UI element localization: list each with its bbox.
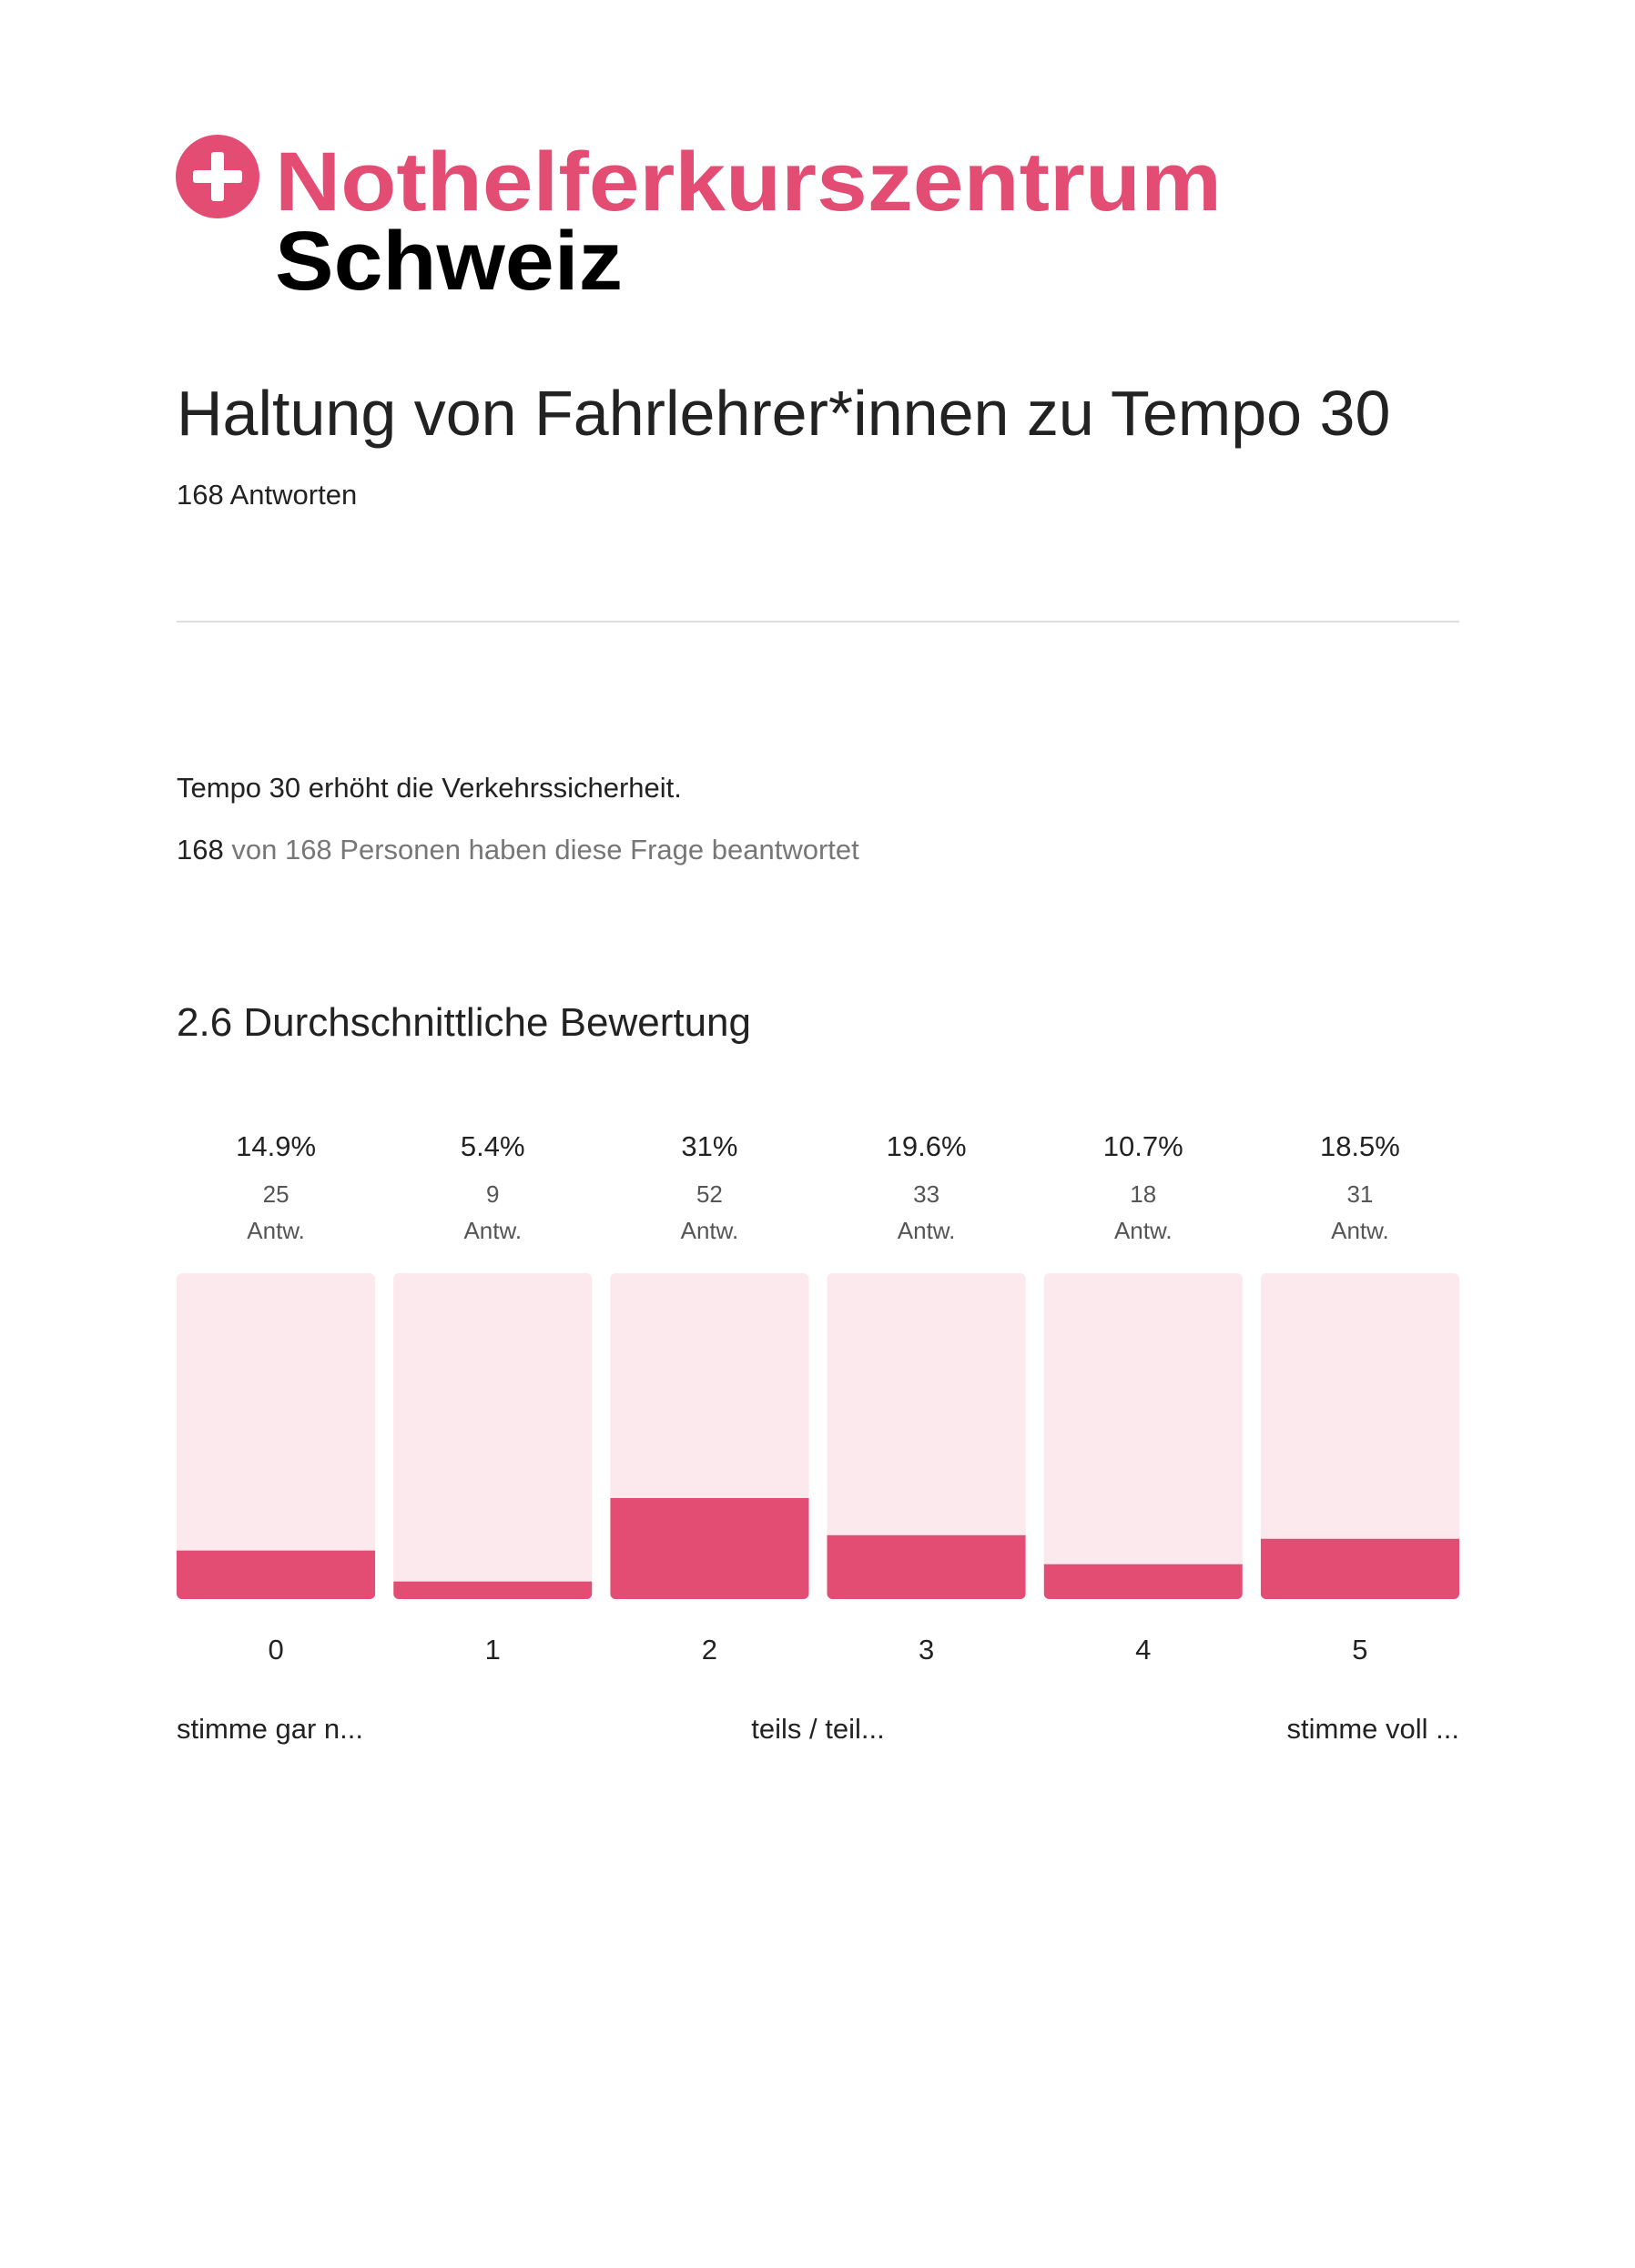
x-tick-label: 4 — [1135, 1634, 1151, 1666]
answered: 168 von 168 Personen haben diese Frage b… — [177, 834, 859, 866]
count-label: 52 — [696, 1180, 723, 1208]
x-tick-label: 2 — [702, 1634, 717, 1666]
answered-text: von 168 Personen haben diese Frage beant… — [231, 834, 859, 866]
question: Tempo 30 erhöht die Verkehrssicherheit. — [177, 772, 682, 804]
count-unit: Antw. — [1114, 1217, 1173, 1244]
count-unit: Antw. — [898, 1217, 956, 1244]
bar-track — [1260, 1273, 1459, 1599]
x-tick-label: 0 — [268, 1634, 283, 1666]
value-label: 10.7% — [1103, 1130, 1183, 1162]
x-tick-label: 3 — [919, 1634, 934, 1666]
count-label: 25 — [263, 1180, 289, 1208]
bar — [827, 1534, 1026, 1599]
answered-count: 168 — [177, 834, 224, 866]
count-unit: Antw. — [681, 1217, 739, 1244]
scale-label: stimme voll ... — [1287, 1713, 1459, 1745]
value-label: 5.4% — [461, 1130, 525, 1162]
bar — [177, 1550, 376, 1599]
scale-label: stimme gar n... — [177, 1713, 363, 1745]
count-unit: Antw. — [1331, 1217, 1389, 1244]
value-label: 19.6% — [887, 1130, 967, 1162]
count-label: 33 — [913, 1180, 939, 1208]
bar — [610, 1498, 809, 1599]
count-unit: Antw. — [463, 1217, 522, 1244]
count-label: 31 — [1346, 1180, 1373, 1208]
bar-track — [177, 1273, 376, 1599]
x-tick-label: 5 — [1352, 1634, 1367, 1666]
logo-cross — [193, 170, 242, 183]
brand-sub: Schweiz — [275, 215, 623, 308]
bar-track — [1043, 1273, 1243, 1599]
scale-label: teils / teil... — [751, 1713, 884, 1745]
page-title: Haltung von Fahrlehrer*innen zu Tempo 30 — [177, 378, 1390, 449]
count-label: 9 — [486, 1180, 499, 1208]
count-label: 18 — [1130, 1180, 1156, 1208]
bar-track — [827, 1273, 1026, 1599]
bar — [1260, 1538, 1459, 1599]
bar — [1043, 1564, 1243, 1599]
x-tick-label: 1 — [485, 1634, 501, 1666]
bar — [393, 1581, 593, 1599]
responses: 168 Antworten — [177, 479, 357, 511]
brand-name: Nothelferkurszentrum — [275, 136, 1222, 228]
value-label: 18.5% — [1320, 1130, 1400, 1162]
chart-title: 2.6 Durchschnittliche Bewertung — [177, 1000, 751, 1045]
value-label: 14.9% — [236, 1130, 316, 1162]
bar-track — [393, 1273, 593, 1599]
value-label: 31% — [681, 1130, 737, 1162]
count-unit: Antw. — [247, 1217, 305, 1244]
logo: Nothelferkurszentrum Schweiz — [176, 135, 1222, 308]
